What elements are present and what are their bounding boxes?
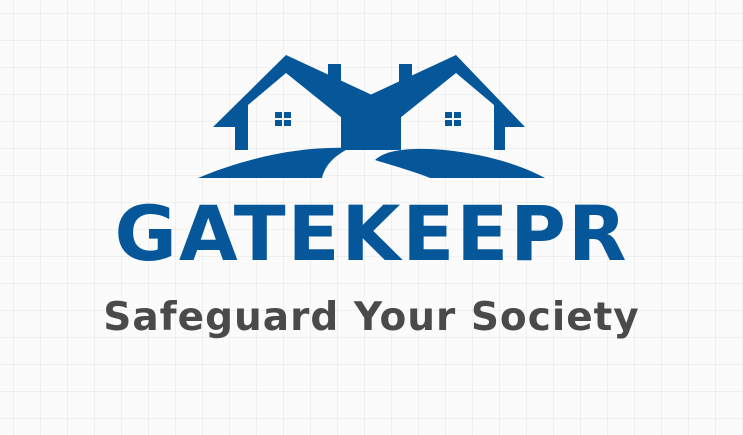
brand-name: GATEKEEPR	[114, 189, 629, 278]
right-window	[445, 112, 461, 126]
left-window	[275, 112, 291, 126]
right-hill	[375, 148, 545, 178]
house-connector	[341, 100, 401, 150]
right-house	[370, 55, 525, 150]
tagline: Safeguard Your Society	[103, 295, 640, 340]
left-house	[213, 55, 372, 150]
left-hill	[198, 147, 350, 178]
twin-houses-icon	[198, 55, 545, 178]
